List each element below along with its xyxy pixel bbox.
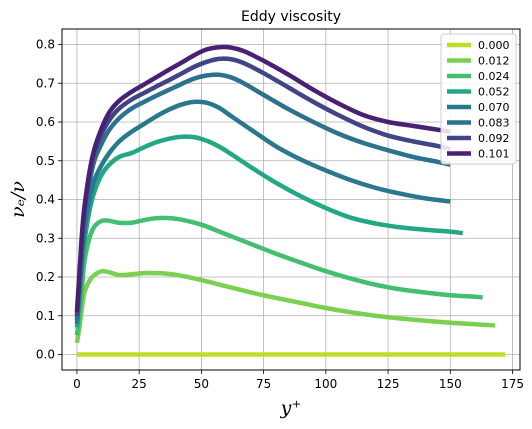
series-line-0.052 xyxy=(74,134,464,328)
legend: 0.000 0.012 0.024 0.052 0.070 0.083 0.092 0.101 xyxy=(440,33,517,165)
axis-ticks: 0 25 50 75 100 125 150 175 0.0 0.1 0.2 0.3 0.4 0.5 0.6… xyxy=(36,38,524,392)
series-lines xyxy=(74,44,506,357)
y-tick-label: 0.1 xyxy=(36,309,55,323)
legend-label: 0.000 xyxy=(478,39,510,52)
y-axis-label: νₑ/ν xyxy=(7,181,29,218)
y-tick-label: 0.3 xyxy=(36,231,55,245)
y-tick-label: 0.4 xyxy=(36,193,55,207)
series-line-0.024 xyxy=(74,215,483,336)
legend-label: 0.012 xyxy=(478,55,510,68)
x-tick-label: 0 xyxy=(73,377,81,391)
y-tick-label: 0.0 xyxy=(36,348,55,362)
legend-label: 0.070 xyxy=(478,101,510,114)
legend-label: 0.083 xyxy=(478,117,510,130)
x-tick-label: 125 xyxy=(377,377,400,391)
x-axis-label: y⁺ xyxy=(280,397,302,419)
x-tick-label: 50 xyxy=(194,377,209,391)
series-line-0.101 xyxy=(74,44,451,313)
legend-label: 0.101 xyxy=(478,148,510,161)
y-tick-label: 0.8 xyxy=(36,38,55,52)
x-tick-label: 75 xyxy=(256,377,271,391)
legend-label: 0.092 xyxy=(478,132,510,145)
x-tick-label: 25 xyxy=(132,377,147,391)
x-tick-label: 150 xyxy=(439,377,462,391)
chart-title: Eddy viscosity xyxy=(241,9,341,25)
series-line-0.070 xyxy=(74,99,451,324)
y-tick-label: 0.5 xyxy=(36,154,55,168)
series-line-0.012 xyxy=(74,268,496,344)
legend-label: 0.052 xyxy=(478,86,510,99)
legend-label: 0.024 xyxy=(478,70,510,83)
x-tick-label: 175 xyxy=(501,377,524,391)
y-tick-label: 0.2 xyxy=(36,270,55,284)
y-tick-label: 0.7 xyxy=(36,76,55,90)
legend-box xyxy=(440,33,517,165)
y-tick-label: 0.6 xyxy=(36,115,55,129)
x-tick-label: 100 xyxy=(314,377,337,391)
